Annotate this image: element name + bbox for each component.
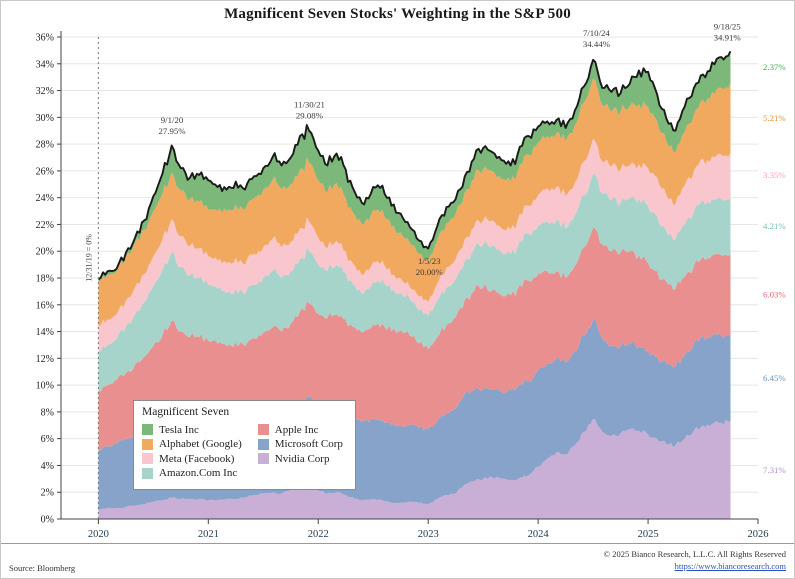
area-band-apple-inc bbox=[98, 227, 731, 451]
y-axis-tick-label: 10% bbox=[36, 381, 54, 392]
area-band-alphabet-google bbox=[98, 78, 731, 327]
end-value-label-meta-facebook: 3.35% bbox=[763, 170, 786, 180]
annotation-value: 34.91% bbox=[714, 33, 742, 43]
end-value-label-alphabet-google: 5.21% bbox=[763, 113, 786, 123]
legend-swatch bbox=[142, 467, 153, 479]
copyright-text: © 2025 Bianco Research, L.L.C. All Right… bbox=[603, 548, 786, 559]
y-axis-tick-label: 20% bbox=[36, 247, 54, 258]
legend-item-apple-inc: Apple Inc bbox=[257, 423, 343, 436]
y-axis-tick-label: 30% bbox=[36, 113, 54, 124]
x-axis-tick-label: 2021 bbox=[198, 529, 219, 540]
annotation-date: 11/30/21 bbox=[294, 100, 325, 110]
legend-item-alphabet-google: Alphabet (Google) bbox=[142, 438, 242, 450]
x-axis-tick-label: 2026 bbox=[748, 529, 769, 540]
y-axis-tick-label: 4% bbox=[41, 461, 54, 472]
website-link[interactable]: https://www.biancoresearch.com bbox=[674, 561, 786, 572]
start-date-label: 12/31/19 = 0% bbox=[84, 234, 93, 282]
legend-item-amazon-com-inc: Amazon.Com Inc bbox=[142, 467, 242, 479]
legend-swatch bbox=[142, 438, 153, 450]
end-value-label-apple-inc: 6.03% bbox=[763, 289, 786, 299]
end-value-label-tesla-inc: 2.37% bbox=[763, 62, 786, 72]
end-value-label-amazon-com-inc: 4.21% bbox=[763, 221, 786, 231]
legend-item-microsoft-corp: Microsoft Corp bbox=[257, 438, 343, 450]
y-axis-tick-label: 26% bbox=[36, 166, 54, 177]
y-axis-tick-label: 6% bbox=[41, 434, 54, 445]
legend-swatch bbox=[142, 424, 153, 435]
legend: Magnificent Seven Tesla Inc Alphabet (Goo… bbox=[133, 400, 356, 490]
x-axis-tick-label: 2025 bbox=[638, 529, 659, 540]
legend-label: Microsoft Corp bbox=[274, 438, 343, 450]
x-axis-tick-label: 2022 bbox=[308, 529, 329, 540]
legend-title: Magnificent Seven bbox=[142, 406, 230, 418]
legend-item-meta-facebook: Meta (Facebook) bbox=[142, 453, 242, 465]
y-axis-tick-label: 8% bbox=[41, 407, 54, 418]
annotation-value: 34.44% bbox=[583, 39, 611, 49]
legend-swatch bbox=[257, 424, 269, 435]
legend-label: Meta (Facebook) bbox=[159, 452, 235, 465]
area-band-nvidia-corp bbox=[98, 418, 731, 519]
y-axis-tick-label: 18% bbox=[36, 274, 54, 285]
end-value-label-nvidia-corp: 7.31% bbox=[763, 465, 786, 475]
legend-label: Tesla Inc bbox=[159, 423, 199, 436]
y-axis-tick-label: 0% bbox=[41, 515, 54, 526]
footer: Source: Bloomberg © 2025 Bianco Research… bbox=[1, 542, 794, 579]
end-value-label-microsoft-corp: 6.45% bbox=[763, 373, 786, 383]
y-axis-tick-label: 22% bbox=[36, 220, 54, 231]
total-weight-line bbox=[97, 50, 732, 281]
y-axis-tick-label: 32% bbox=[36, 86, 54, 97]
legend-label: Amazon.Com Inc bbox=[159, 467, 238, 479]
legend-swatch bbox=[257, 438, 269, 450]
annotation-date: 9/1/20 bbox=[161, 115, 184, 125]
x-axis-tick-label: 2024 bbox=[528, 529, 550, 540]
x-axis-tick-label: 2023 bbox=[418, 529, 439, 540]
legend-label: Alphabet (Google) bbox=[159, 438, 242, 450]
x-axis-tick-label: 2020 bbox=[88, 529, 109, 540]
stacked-area-chart: 0% 2% 4% 6% 8% 10% 12% 14% 16% 18% 20% 22% 24% 26% 28%… bbox=[36, 22, 787, 540]
annotation-date: 9/18/25 bbox=[714, 22, 741, 32]
chart-title: Magnificent Seven Stocks' Weighting in t… bbox=[224, 6, 571, 22]
legend-swatch bbox=[142, 453, 153, 464]
y-axis-tick-label: 12% bbox=[36, 354, 54, 365]
legend-item-nvidia-corp: Nvidia Corp bbox=[257, 452, 343, 465]
annotation-value: 27.95% bbox=[158, 126, 186, 136]
legend-items: Tesla Inc Alphabet (Google) Meta (Facebook… bbox=[142, 421, 343, 482]
y-axis-tick-label: 36% bbox=[36, 33, 54, 44]
annotation-value: 20.00% bbox=[416, 267, 444, 277]
area-band-tesla-inc bbox=[98, 51, 731, 282]
y-axis-tick-label: 24% bbox=[36, 193, 54, 204]
annotation-date: 7/10/24 bbox=[583, 28, 610, 38]
annotation-value: 29.08% bbox=[296, 111, 324, 121]
y-axis-tick-label: 34% bbox=[36, 59, 54, 70]
area-band-amazon-com-inc bbox=[98, 173, 731, 392]
legend-label: Nvidia Corp bbox=[274, 452, 330, 465]
area-band-meta-facebook bbox=[98, 138, 731, 352]
legend-swatch bbox=[257, 453, 269, 464]
source-label: Source: Bloomberg bbox=[9, 563, 76, 573]
y-axis-tick-label: 16% bbox=[36, 300, 54, 311]
y-axis-tick-label: 28% bbox=[36, 140, 54, 151]
annotation-date: 1/5/23 bbox=[418, 256, 441, 266]
legend-label: Apple Inc bbox=[274, 423, 319, 436]
legend-item-tesla-inc: Tesla Inc bbox=[142, 424, 242, 436]
y-axis-tick-label: 14% bbox=[36, 327, 54, 338]
y-axis-tick-label: 2% bbox=[41, 488, 54, 499]
